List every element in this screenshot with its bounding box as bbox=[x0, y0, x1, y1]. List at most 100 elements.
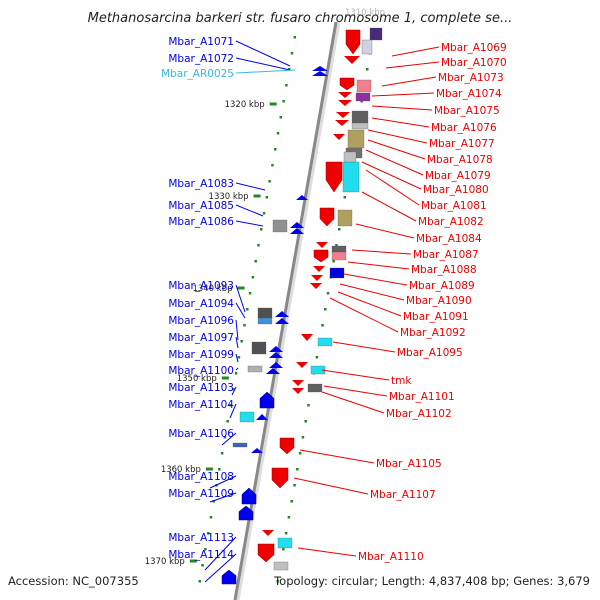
gene-label-left: Mbar_A1100 bbox=[168, 365, 234, 377]
label-leader-line bbox=[231, 386, 237, 396]
track-dot bbox=[265, 196, 269, 199]
track-dot bbox=[209, 516, 213, 519]
label-leader-line bbox=[321, 369, 390, 381]
label-leader-line bbox=[235, 367, 239, 371]
forward-gene-arrow bbox=[221, 569, 237, 585]
track-dot bbox=[246, 308, 249, 311]
track-dot bbox=[251, 276, 255, 279]
label-leader-line bbox=[235, 284, 246, 313]
gene-labels: Mbar_A1071 Mbar_A1072 Mbar_AR0025 Mbar_A108… bbox=[161, 36, 507, 563]
forward-gene-arrow bbox=[296, 195, 308, 200]
label-leader-line bbox=[337, 291, 402, 317]
reverse-gene-arrow bbox=[313, 266, 325, 272]
track-dot bbox=[307, 404, 310, 407]
reverse-gene-arrow bbox=[301, 334, 313, 341]
forward-gene-arrow bbox=[312, 66, 328, 71]
track-dot bbox=[287, 516, 291, 519]
gene-label-left: Mbar_A1108 bbox=[168, 471, 234, 483]
reverse-gene-arrow bbox=[257, 543, 275, 563]
track-dot bbox=[338, 228, 341, 231]
track-dot bbox=[257, 244, 260, 247]
operon-block bbox=[337, 209, 353, 227]
track-dot bbox=[296, 468, 299, 471]
label-leader-line bbox=[339, 283, 405, 301]
gene-label-left: Mbar_A1097 bbox=[168, 332, 234, 344]
label-leader-line bbox=[209, 492, 237, 503]
gene-label-left: Mbar_A1103 bbox=[168, 382, 234, 394]
label-leader-line bbox=[235, 302, 246, 319]
reverse-gene-arrow bbox=[344, 56, 360, 64]
kbp-tick-mark bbox=[237, 286, 245, 290]
label-leader-line bbox=[235, 57, 291, 71]
kbp-tick-label: 1330 kbp bbox=[209, 192, 249, 202]
label-leader-line bbox=[347, 261, 410, 270]
track-dot bbox=[321, 324, 324, 327]
gene-label-right: Mbar_A1078 bbox=[427, 154, 493, 166]
reverse-gene-arrow bbox=[262, 530, 274, 536]
track-dot bbox=[212, 500, 215, 503]
track-dot bbox=[248, 292, 252, 295]
operon-block bbox=[257, 317, 273, 325]
kbp-tick-mark bbox=[269, 102, 277, 106]
forward-gene-arrow bbox=[256, 414, 268, 420]
kbp-tick-mark bbox=[221, 376, 229, 380]
reverse-gene-arrow bbox=[333, 134, 345, 140]
track-dot bbox=[293, 484, 296, 487]
track-dot bbox=[343, 196, 347, 199]
kbp-tick-label: 1370 kbp bbox=[145, 557, 185, 567]
track-dot bbox=[276, 580, 279, 583]
label-leader-line bbox=[367, 139, 426, 160]
reverse-gene-arrow bbox=[336, 112, 350, 118]
gene-label-right: Mbar_A1073 bbox=[438, 72, 504, 84]
label-leader-line bbox=[299, 449, 375, 464]
reverse-gene-arrow bbox=[311, 275, 323, 281]
label-leader-line bbox=[235, 204, 264, 217]
forward-gene-arrow bbox=[269, 352, 283, 358]
gene-label-left: Mbar_A1094 bbox=[168, 298, 234, 310]
track-dot bbox=[290, 52, 294, 55]
reverse-gene-arrow bbox=[279, 437, 295, 455]
label-leader-line bbox=[332, 341, 396, 353]
rna-gene-block bbox=[277, 537, 293, 549]
track-dot bbox=[276, 132, 280, 135]
reverse-gene-arrow bbox=[316, 242, 328, 248]
forward-gene-arrow bbox=[241, 487, 257, 505]
label-leader-line bbox=[351, 249, 412, 255]
label-leader-line bbox=[235, 40, 291, 67]
forward-gene-arrow bbox=[290, 222, 304, 228]
track-dot bbox=[324, 308, 327, 311]
gene-label-right: Mbar_A1077 bbox=[429, 138, 495, 150]
gene-label-right: Mbar_A1095 bbox=[397, 347, 463, 359]
gene-label-right: Mbar_A1075 bbox=[434, 105, 500, 117]
reverse-gene-arrow bbox=[338, 92, 352, 98]
label-leader-line bbox=[235, 319, 239, 341]
track-dot bbox=[240, 340, 243, 343]
track-dot bbox=[287, 68, 291, 71]
map-title: Methanosarcina barkeri str. fusaro chrom… bbox=[88, 11, 513, 26]
label-leader-line bbox=[365, 149, 424, 176]
label-leader-line bbox=[204, 536, 237, 571]
reverse-gene-arrow bbox=[292, 388, 304, 394]
forward-gene-arrow bbox=[269, 362, 283, 368]
track-dot bbox=[229, 404, 232, 407]
forward-gene-arrow bbox=[251, 448, 263, 453]
track-dot bbox=[282, 548, 285, 551]
reverse-gene-arrow bbox=[310, 283, 322, 289]
kbp-tick-label: 1340 kbp bbox=[192, 284, 232, 294]
reverse-gene-arrow bbox=[319, 207, 335, 227]
gene-label-left: Mbar_AR0025 bbox=[161, 68, 234, 80]
label-leader-line bbox=[235, 353, 239, 363]
gene-label-right: Mbar_A1074 bbox=[436, 88, 502, 100]
top-kbp-tick-label: 1310 kbp bbox=[345, 8, 385, 18]
operon-block bbox=[331, 251, 347, 261]
track-dot bbox=[360, 100, 363, 103]
reverse-gene-arrow bbox=[338, 100, 352, 106]
forward-gene-arrow bbox=[269, 346, 283, 352]
track-dot bbox=[218, 468, 221, 471]
track-dot bbox=[335, 244, 338, 247]
track-dot bbox=[284, 532, 288, 535]
track-dot bbox=[271, 164, 274, 167]
gene-label-left: Mbar_A1114 bbox=[168, 549, 234, 561]
gene-label-right: Mbar_A1105 bbox=[376, 458, 442, 470]
